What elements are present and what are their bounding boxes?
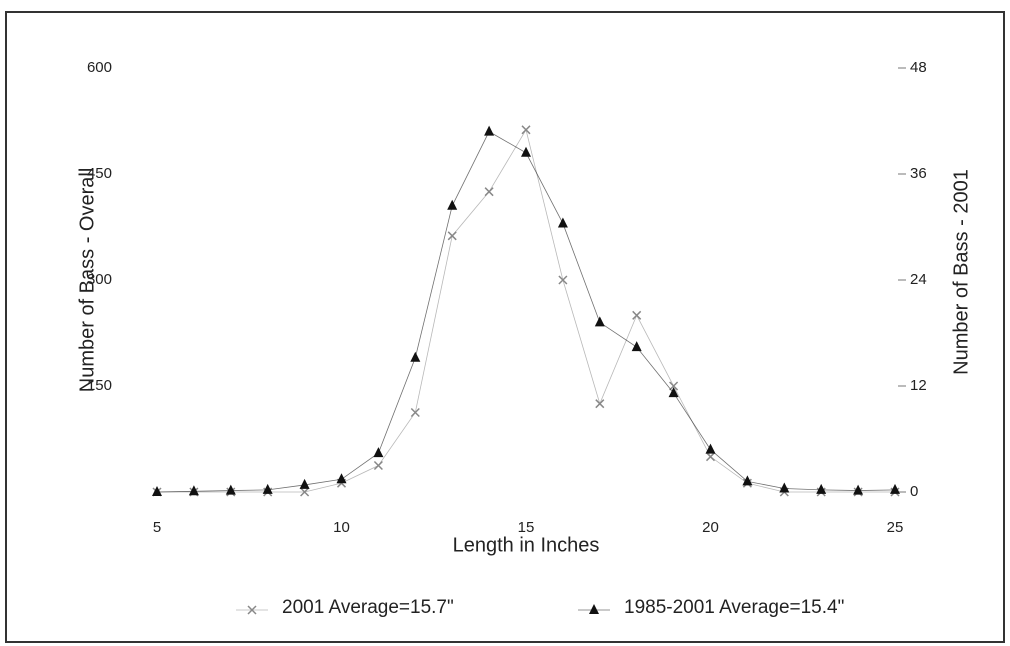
data-point bbox=[484, 125, 495, 136]
data-point bbox=[447, 231, 457, 241]
data-point bbox=[669, 381, 679, 391]
series-line bbox=[157, 128, 895, 493]
data-point bbox=[816, 483, 827, 494]
x-tick-label: 20 bbox=[702, 519, 719, 536]
x-tick-label: 10 bbox=[333, 519, 350, 536]
legend-marker bbox=[589, 604, 599, 614]
data-point bbox=[742, 475, 753, 486]
data-point bbox=[595, 399, 605, 409]
data-point bbox=[853, 484, 864, 495]
data-point bbox=[373, 447, 384, 458]
data-point bbox=[410, 351, 421, 362]
data-point bbox=[299, 478, 310, 489]
data-point bbox=[521, 146, 531, 157]
data-point bbox=[705, 443, 716, 454]
data-point bbox=[188, 485, 199, 496]
data-point bbox=[262, 483, 273, 494]
legend-text: 2001 Average=15.7" bbox=[282, 597, 454, 618]
x-tick-label: 5 bbox=[153, 519, 161, 536]
data-point bbox=[373, 460, 383, 471]
x-axis-title: Length in Inches bbox=[453, 534, 600, 556]
legend-text: 1985-2001 Average=15.4" bbox=[624, 597, 844, 618]
y2-tick-label: 0 bbox=[910, 483, 918, 500]
data-point bbox=[779, 482, 790, 493]
y2-tick-label: 48 bbox=[910, 59, 927, 76]
y-axis-title: Number of Bass - Overall bbox=[76, 168, 98, 393]
data-point bbox=[521, 125, 531, 135]
data-point bbox=[300, 487, 310, 497]
y-tick-label: 150 bbox=[87, 377, 112, 394]
data-point bbox=[631, 341, 642, 352]
data-point bbox=[668, 387, 679, 398]
data-point bbox=[558, 275, 568, 285]
legend-marker bbox=[247, 605, 257, 615]
frame bbox=[5, 11, 1005, 643]
y2-tick-label: 12 bbox=[910, 377, 927, 394]
y2-tick-label: 24 bbox=[910, 271, 927, 288]
data-point bbox=[705, 452, 716, 462]
y-tick-label: 600 bbox=[87, 59, 112, 76]
data-point bbox=[890, 483, 900, 494]
data-point bbox=[152, 486, 162, 496]
x-tick-label: 25 bbox=[887, 519, 904, 536]
x-tick-label: 15 bbox=[518, 519, 535, 536]
data-point bbox=[484, 187, 494, 197]
data-point bbox=[632, 310, 642, 320]
data-point bbox=[594, 316, 605, 327]
y2-tick-label: 36 bbox=[910, 165, 927, 182]
data-point bbox=[557, 217, 568, 228]
y-tick-label: 300 bbox=[87, 271, 112, 288]
y-tick-label: 450 bbox=[87, 165, 112, 182]
y2-axis-title: Number of Bass - 2001 bbox=[950, 169, 972, 375]
data-point bbox=[447, 199, 458, 210]
data-point bbox=[336, 473, 347, 484]
data-point bbox=[225, 484, 236, 495]
data-point bbox=[410, 407, 420, 418]
series-line bbox=[156, 131, 896, 493]
